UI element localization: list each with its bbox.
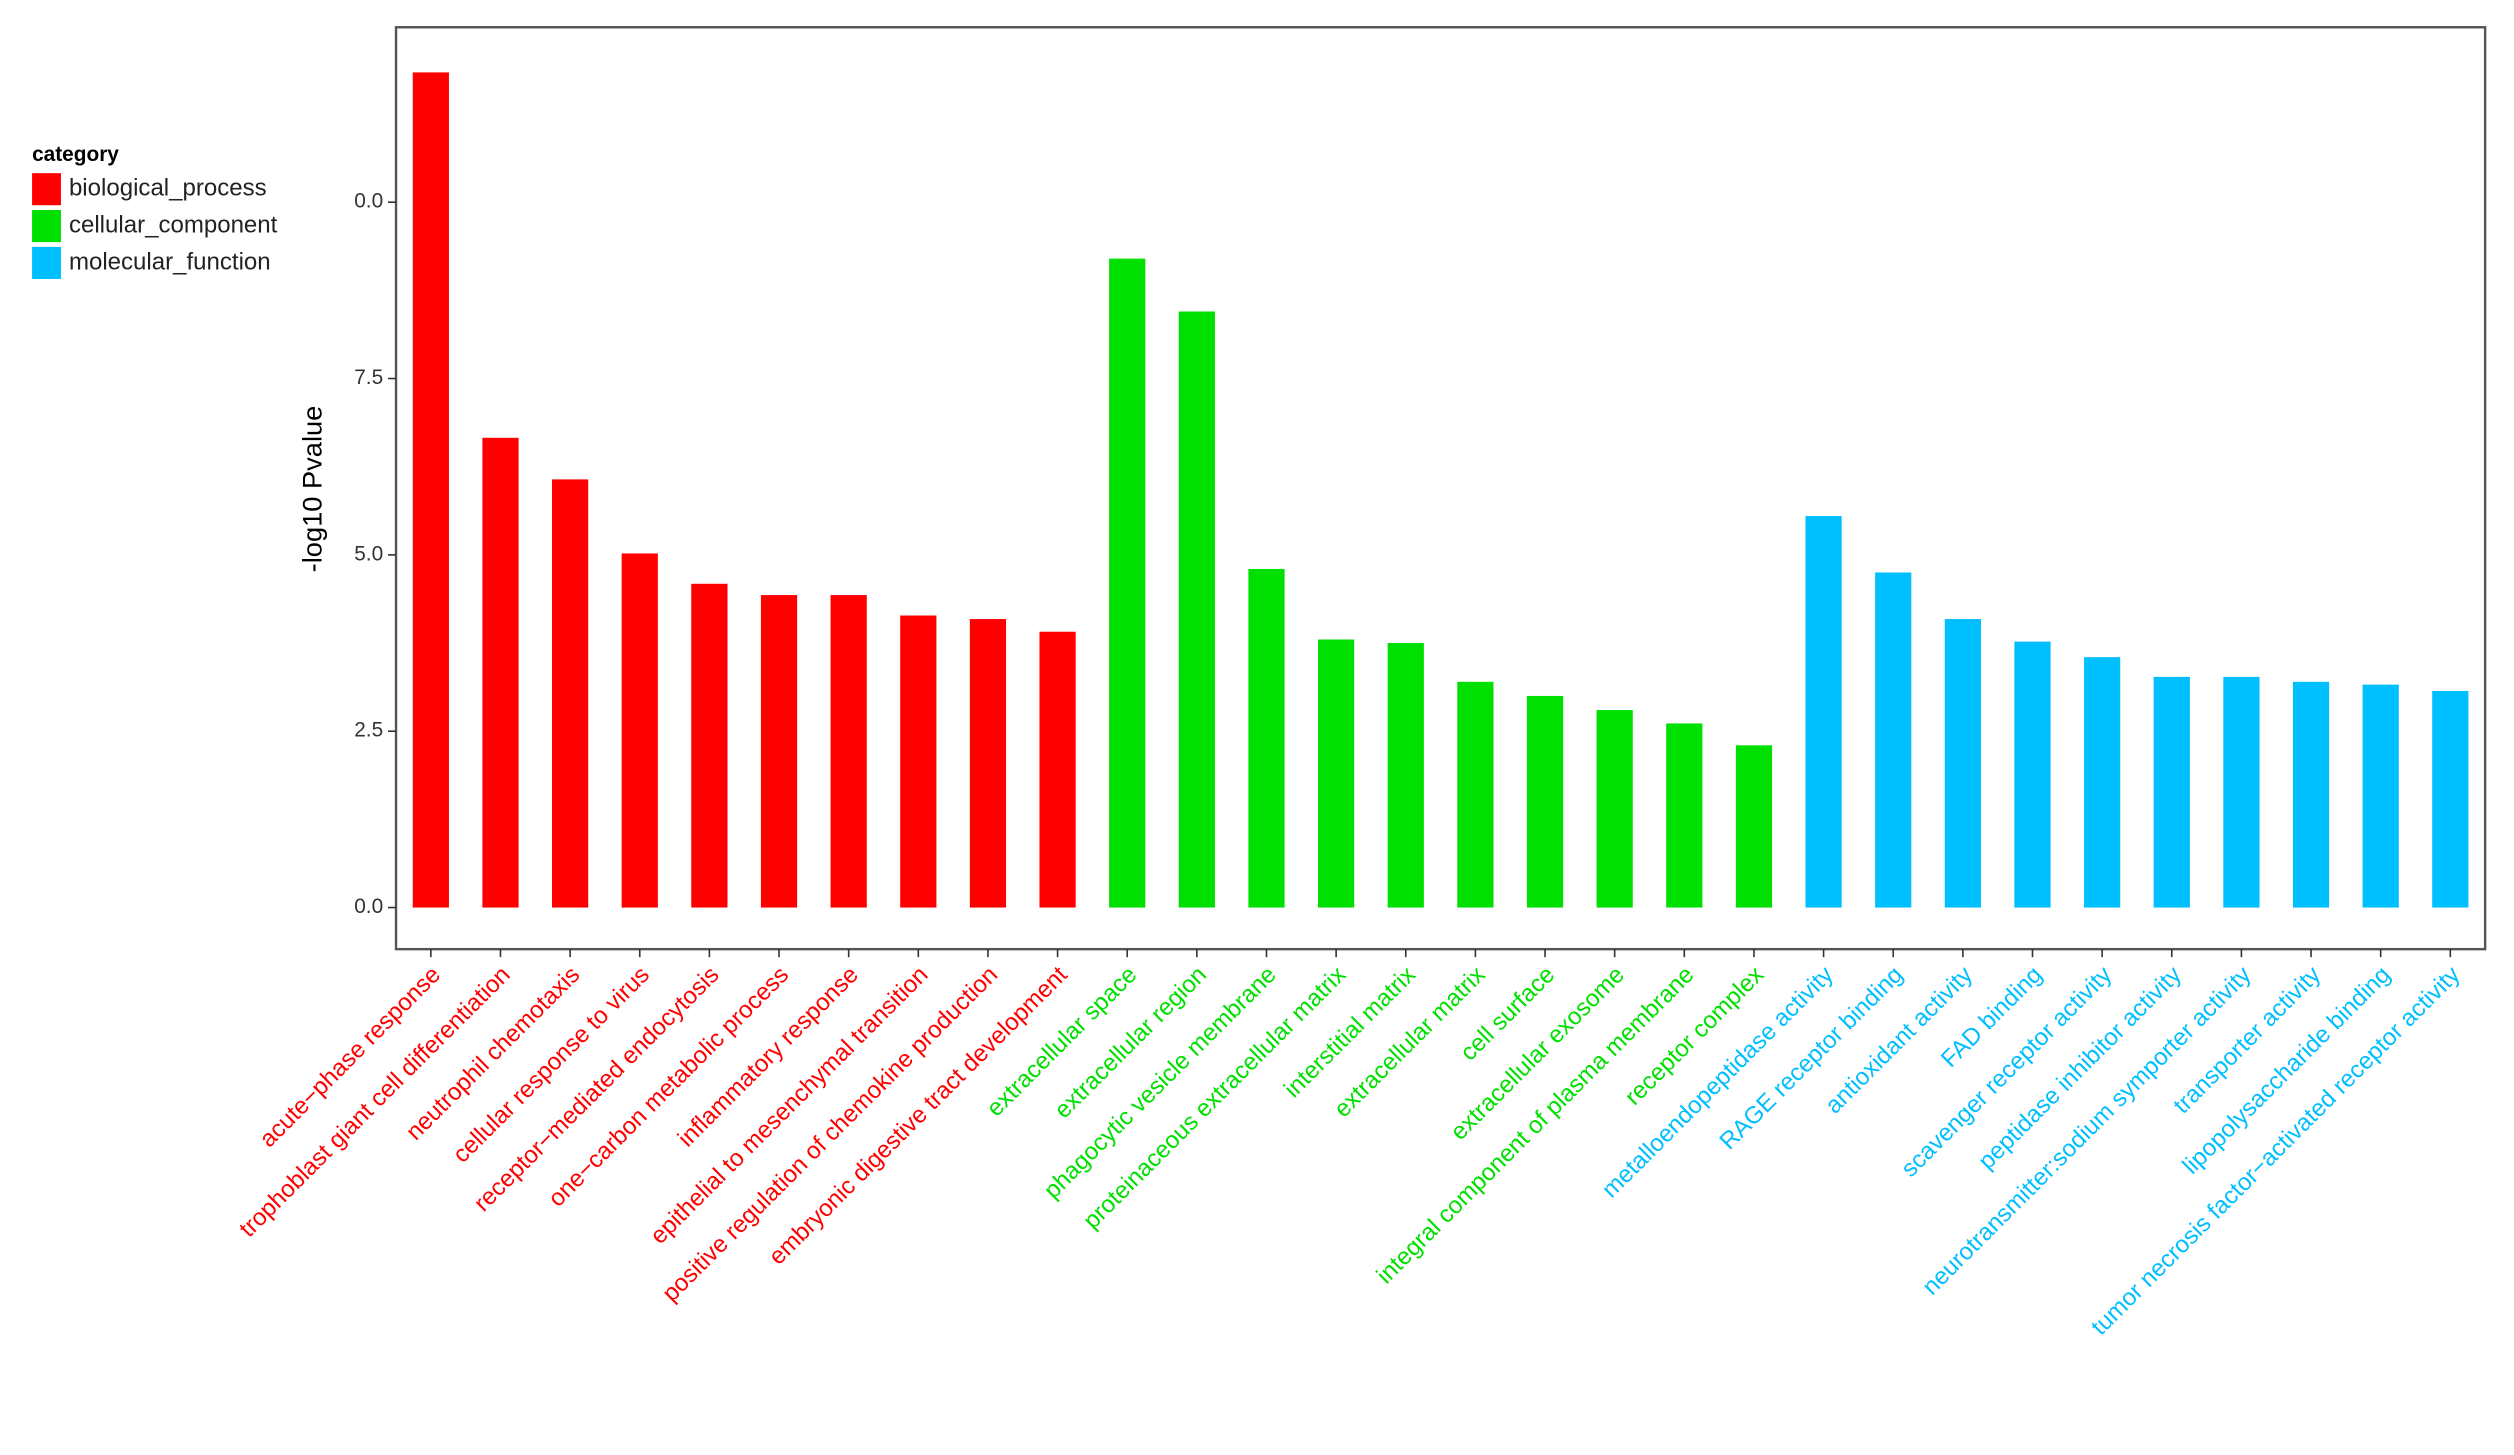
legend-title: category xyxy=(32,143,119,166)
bar xyxy=(621,553,658,908)
bar xyxy=(412,72,449,908)
bar xyxy=(900,615,937,908)
bar xyxy=(1735,745,1773,908)
legend-swatch xyxy=(32,210,61,243)
y-tick-label: 0.0 xyxy=(354,190,383,213)
bar xyxy=(1109,258,1146,908)
y-tick-label: 7.5 xyxy=(354,366,383,389)
bar xyxy=(482,437,519,908)
legend-swatch xyxy=(32,173,61,206)
bar xyxy=(760,595,798,908)
bar xyxy=(2362,684,2399,908)
bar xyxy=(1178,311,1215,908)
legend-label: molecular_function xyxy=(69,248,271,275)
legend-label: cellular_component xyxy=(69,211,278,238)
bar xyxy=(1248,568,1285,908)
bar xyxy=(691,583,728,908)
bar xyxy=(2292,681,2330,908)
bar xyxy=(1596,710,1633,908)
bar xyxy=(1944,619,1981,908)
bar xyxy=(1875,572,1912,908)
bar xyxy=(2432,690,2469,908)
bar xyxy=(2014,641,2051,908)
bar xyxy=(1526,695,1564,908)
bar xyxy=(1457,681,1494,908)
y-tick-label: 2.5 xyxy=(354,719,383,742)
plot-panel xyxy=(394,26,2487,951)
y-axis-title: -log10 Pvalue xyxy=(296,406,327,573)
bar xyxy=(2153,676,2190,908)
bar xyxy=(969,619,1007,908)
bar xyxy=(1666,723,1703,908)
bar xyxy=(552,479,589,908)
legend-label: biological_process xyxy=(69,175,267,202)
bar xyxy=(1387,643,1424,908)
bar xyxy=(1318,639,1355,908)
y-tick-label: 0.0 xyxy=(354,895,383,918)
y-tick-label: 5.0 xyxy=(354,542,383,565)
bar xyxy=(2084,657,2121,908)
legend-swatch xyxy=(32,246,61,279)
bar xyxy=(1805,516,1842,908)
bar xyxy=(830,595,867,908)
bar xyxy=(2223,676,2260,908)
bar xyxy=(1039,631,1076,908)
